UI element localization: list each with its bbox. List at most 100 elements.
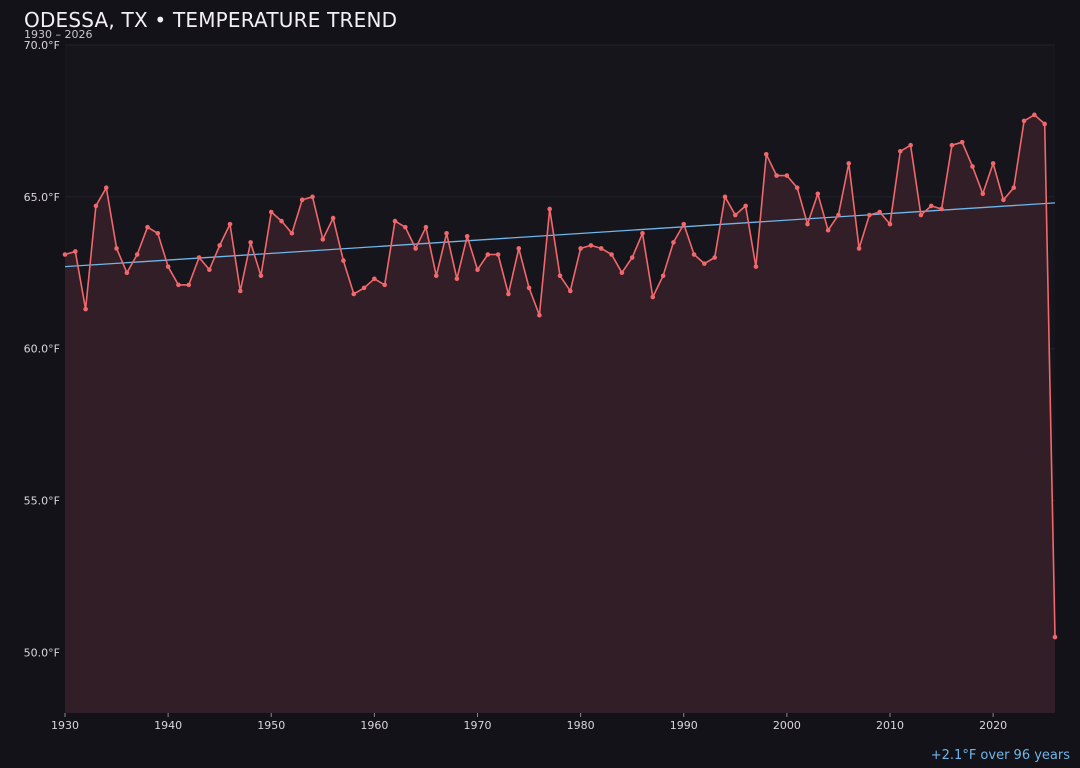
data-point	[155, 230, 161, 236]
x-tick-label: 1980	[567, 719, 595, 732]
data-point	[217, 243, 222, 248]
data-point	[691, 252, 697, 257]
data-point	[320, 237, 326, 242]
data-point	[196, 255, 202, 260]
data-point	[238, 288, 243, 294]
data-point	[990, 161, 996, 166]
data-point	[928, 203, 934, 209]
data-point	[413, 246, 418, 251]
data-point	[268, 209, 274, 215]
data-point	[165, 264, 171, 269]
x-tick-label: 2020	[979, 719, 1007, 732]
data-point	[506, 291, 511, 297]
trend-annotation: +2.1°F over 96 years	[930, 748, 1070, 763]
data-point	[836, 212, 841, 218]
data-point	[475, 267, 480, 272]
data-point	[1021, 118, 1027, 124]
data-point	[134, 252, 140, 257]
data-point	[485, 252, 491, 257]
data-point	[330, 215, 336, 221]
data-point	[743, 203, 748, 209]
data-point	[774, 173, 779, 178]
data-point	[753, 264, 759, 269]
data-point	[279, 218, 284, 224]
y-tick-label: 50.0°F	[24, 646, 60, 659]
data-point	[176, 282, 181, 288]
chart-title: ODESSA, TX • TEMPERATURE TREND	[24, 8, 398, 32]
data-point	[547, 206, 552, 212]
data-point	[289, 230, 295, 236]
y-tick-label: 70.0°F	[24, 39, 60, 52]
data-point	[186, 282, 192, 288]
data-point	[578, 246, 583, 251]
data-point	[898, 148, 903, 154]
data-point	[784, 173, 790, 178]
data-point	[815, 191, 821, 197]
data-point	[722, 194, 728, 200]
data-point	[918, 212, 924, 218]
data-point	[382, 282, 387, 288]
data-point	[970, 164, 975, 169]
data-point	[805, 221, 810, 227]
y-tick-label: 55.0°F	[24, 494, 60, 507]
data-point	[959, 139, 965, 145]
data-point	[867, 212, 872, 218]
data-point	[227, 221, 233, 227]
data-point	[124, 270, 130, 276]
x-tick-label: 1960	[360, 719, 388, 732]
data-point	[526, 285, 532, 291]
data-point	[495, 252, 501, 257]
data-point	[93, 203, 99, 209]
y-tick-label: 60.0°F	[24, 343, 60, 356]
data-point	[557, 273, 563, 279]
data-point	[660, 273, 666, 279]
data-point	[103, 185, 109, 191]
data-point	[1001, 197, 1006, 203]
data-point	[598, 246, 604, 251]
data-point	[856, 246, 862, 251]
data-point	[825, 227, 831, 233]
data-point	[207, 267, 212, 272]
data-point	[702, 261, 707, 266]
data-point	[62, 252, 68, 257]
data-point	[949, 142, 955, 148]
y-axis-ticks: 50.0°F 55.0°F 60.0°F 65.0°F 70.0°F	[24, 39, 60, 659]
data-point	[640, 230, 645, 236]
data-point	[712, 255, 717, 260]
data-point	[1042, 121, 1047, 127]
data-point	[588, 243, 594, 248]
x-axis-ticks: 1930 1940 1950 1960 1970 1980 1990 2000 2010 2020	[51, 713, 1007, 732]
data-point	[361, 285, 367, 291]
x-tick-label: 1940	[154, 719, 182, 732]
trend-line	[64, 202, 1056, 268]
temperature-area-fill	[65, 114, 1055, 714]
data-point	[733, 212, 738, 218]
data-point	[454, 276, 460, 282]
data-point	[444, 230, 449, 236]
data-point	[877, 209, 882, 215]
data-point	[1052, 634, 1058, 640]
data-point	[299, 197, 305, 203]
data-point	[537, 312, 542, 318]
data-point	[433, 273, 439, 279]
data-point	[516, 246, 522, 251]
data-point	[392, 218, 398, 224]
x-tick-label: 1930	[51, 719, 79, 732]
data-point	[372, 276, 377, 282]
data-point	[609, 252, 614, 257]
data-point	[248, 240, 253, 245]
data-points	[62, 112, 1058, 640]
data-point	[73, 249, 78, 254]
data-point	[763, 152, 769, 157]
chart-subtitle: 1930 – 2026	[24, 28, 93, 41]
data-point	[794, 185, 800, 191]
x-tick-label: 1990	[670, 719, 698, 732]
x-tick-label: 1950	[257, 719, 285, 732]
x-tick-label: 2000	[773, 719, 801, 732]
data-point	[1032, 112, 1037, 118]
data-point	[887, 221, 893, 227]
data-point	[650, 294, 656, 300]
data-point	[568, 288, 573, 294]
data-point	[681, 221, 687, 227]
data-point	[145, 224, 150, 230]
